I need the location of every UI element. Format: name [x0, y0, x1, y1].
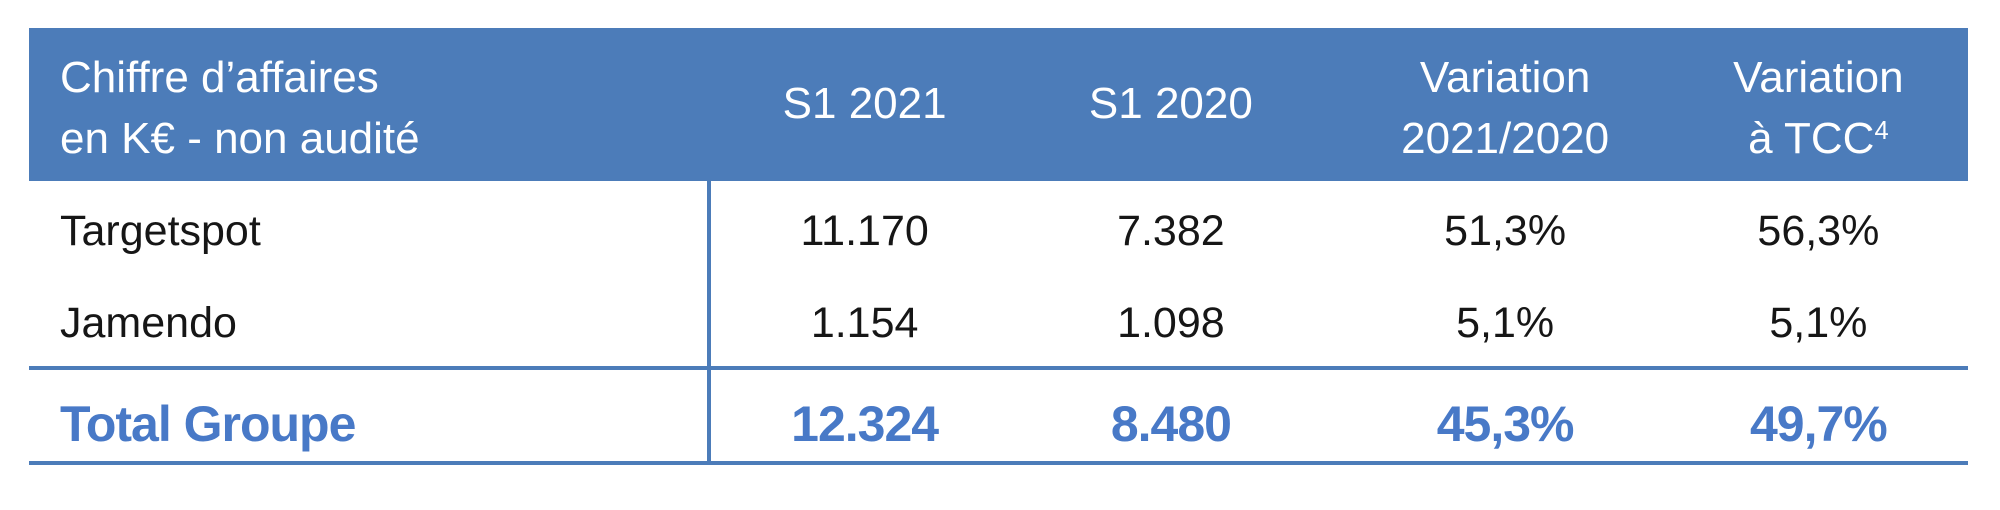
header-variation-tcc-sup: 4: [1874, 116, 1889, 145]
targetspot-s1-2021: 11.170: [800, 206, 929, 255]
header-s1-2021-label: S1 2021: [782, 78, 947, 128]
header-title-line2: en K€ - non audité: [60, 114, 420, 163]
jamendo-variation: 5,1%: [1456, 299, 1555, 347]
vertical-divider: [707, 181, 711, 465]
header-variation-tcc-line2: à TCC4: [1748, 108, 1889, 169]
header-cell-s1-2020: S1 2020: [1022, 28, 1338, 181]
header-variation-tcc-line1: Variation: [1733, 53, 1904, 102]
header-cell-s1-2021: S1 2021: [707, 28, 1023, 181]
revenue-table: Chiffre d’affaires en K€ - non audité S1…: [29, 28, 1968, 465]
header-variation-line1: Variation: [1419, 53, 1591, 102]
header-cell-title: Chiffre d’affaires en K€ - non audité: [29, 28, 707, 181]
header-cell-variation-tcc: Variation à TCC4: [1652, 28, 1968, 181]
table-bottom-border: [29, 461, 1968, 465]
header-variation-tcc-text: à TCC: [1748, 114, 1875, 163]
targetspot-variation: 51,3%: [1444, 206, 1567, 255]
total-s1-2021: 12.324: [791, 395, 939, 452]
jamendo-label: Jamendo: [60, 299, 237, 347]
header-variation-line2: 2021/2020: [1401, 114, 1610, 163]
jamendo-variation-tcc: 5,1%: [1769, 299, 1868, 347]
jamendo-s1-2021: 1.154: [810, 299, 919, 347]
jamendo-s1-2020: 1.098: [1117, 299, 1225, 347]
total-separator-line: [29, 366, 1968, 370]
total-s1-2020: 8.480: [1110, 395, 1232, 452]
targetspot-variation-tcc: 56,3%: [1757, 206, 1880, 255]
targetspot-s1-2020: 7.382: [1117, 206, 1225, 255]
total-variation: 45,3%: [1436, 395, 1575, 452]
header-s1-2020-label: S1 2020: [1088, 78, 1253, 128]
targetspot-label: Targetspot: [60, 206, 261, 255]
header-cell-variation: Variation 2021/2020: [1337, 28, 1653, 181]
total-variation-tcc: 49,7%: [1749, 395, 1888, 452]
header-title-line1: Chiffre d’affaires: [60, 53, 379, 102]
total-label: Total Groupe: [60, 395, 356, 452]
